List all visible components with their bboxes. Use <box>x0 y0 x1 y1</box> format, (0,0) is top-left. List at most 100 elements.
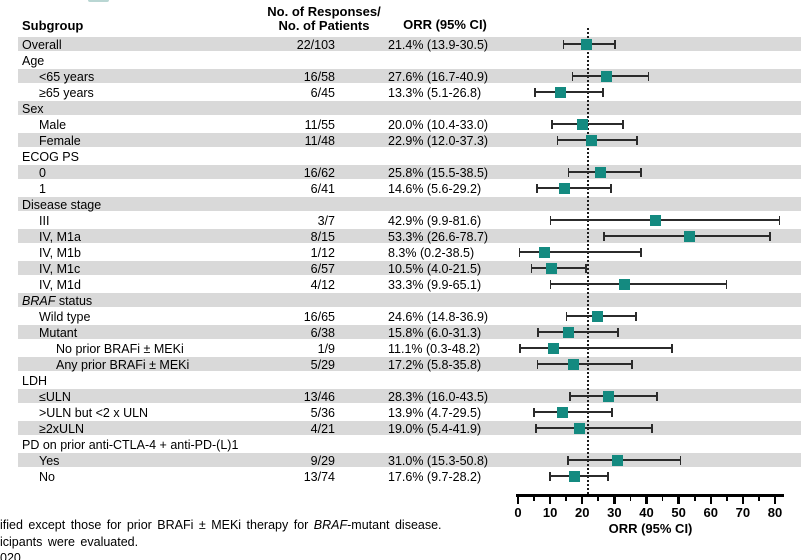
subgroup-row: IV, M1a 8/15 53.3% (26.6-78.7) <box>0 228 801 244</box>
x-tick-minor <box>565 497 568 501</box>
ci-cap-low <box>551 119 553 129</box>
subgroup-row: IV, M1b 1/12 8.3% (0.2-38.5) <box>0 244 801 260</box>
column-header-responses-line2: No. of Patients <box>278 18 370 33</box>
subgroup-row: 1 6/41 14.6% (5.6-29.2) <box>0 180 801 196</box>
ci-cap-low <box>549 215 552 225</box>
estimate-marker <box>569 470 581 482</box>
ci-cap-high <box>631 359 633 369</box>
row-orr-text: 17.6% (9.7-28.2) <box>388 469 482 484</box>
estimate-marker <box>555 86 567 98</box>
estimate-marker <box>586 134 598 146</box>
reference-line <box>586 28 589 494</box>
ci-cap-high <box>656 391 658 401</box>
row-responses: 6/45 <box>310 85 335 100</box>
x-tick-minor <box>725 497 728 501</box>
row-label: IV, M1c <box>39 261 81 276</box>
x-tick-minor <box>597 497 600 501</box>
subgroup-row: No prior BRAFi ± MEKi 1/9 11.1% (0.3-48.2) <box>0 340 801 356</box>
ci-cap-high <box>622 119 624 129</box>
x-axis <box>516 494 784 497</box>
row-responses: 5/36 <box>310 405 335 420</box>
x-tick-label: 60 <box>703 505 718 520</box>
row-label: Yes <box>39 453 60 468</box>
ci-whisker <box>535 187 612 189</box>
ci-cap-low <box>549 279 552 289</box>
row-responses: 6/38 <box>310 325 335 340</box>
ci-cap-low <box>536 359 539 369</box>
x-tick-label: 50 <box>671 505 686 520</box>
row-orr-text: 14.6% (5.6-29.2) <box>388 181 482 196</box>
column-header-subgroup: Subgroup <box>22 18 84 33</box>
subgroup-row: IV, M1d 4/12 33.3% (9.9-65.1) <box>0 276 801 292</box>
ci-cap-high <box>610 183 612 193</box>
ci-whisker <box>556 139 638 141</box>
estimate-marker <box>650 214 662 226</box>
ci-cap-low <box>571 71 574 81</box>
ci-cap-high <box>636 135 638 145</box>
x-tick-major <box>613 497 616 504</box>
row-responses: 11/48 <box>304 133 335 148</box>
row-label: IV, M1a <box>39 229 81 244</box>
row-label: ECOG PS <box>22 149 79 164</box>
row-responses: 3/7 <box>317 213 335 228</box>
row-label: Mutant <box>39 325 78 340</box>
ci-cap-high <box>611 407 613 417</box>
row-responses: 8/15 <box>310 229 335 244</box>
row-responses: 1/9 <box>317 341 335 356</box>
row-responses: 9/29 <box>310 453 335 468</box>
row-label: Age <box>22 53 45 68</box>
ci-cap-high <box>602 87 605 97</box>
row-responses: 16/62 <box>303 165 335 180</box>
x-tick-label: 10 <box>542 505 558 520</box>
ci-cap-low <box>533 407 535 417</box>
subgroup-row: ≥65 years 6/45 13.3% (5.1-26.8) <box>0 84 801 100</box>
ci-cap-high <box>651 423 653 433</box>
row-orr-text: 11.1% (0.3-48.2) <box>388 341 481 356</box>
ci-cap-low <box>549 471 551 481</box>
row-responses: 16/58 <box>303 69 335 84</box>
ci-cap-low <box>603 231 606 241</box>
row-label: ≥65 years <box>39 85 94 100</box>
subgroup-row: ≤ULN 13/46 28.3% (16.0-43.5) <box>0 388 801 404</box>
row-label: ≥2xULN <box>39 421 85 436</box>
subgroup-row: >ULN but <2 x ULN 5/36 13.9% (4.7-29.5) <box>0 404 801 420</box>
subgroup-rows: Overall 22/103 21.4% (13.9-30.5) Age <65 yea… <box>0 36 801 484</box>
estimate-marker <box>603 390 615 402</box>
column-header-responses: No. of Responses/ No. of Patients <box>253 5 395 33</box>
ci-whisker <box>518 347 673 349</box>
ci-cap-high <box>616 327 619 337</box>
subgroup-row: LDH <box>0 372 801 388</box>
row-orr-text: 17.2% (5.8-35.8) <box>388 357 482 372</box>
ci-cap-high <box>671 343 673 353</box>
row-label: Male <box>39 117 67 132</box>
estimate-marker <box>546 262 558 274</box>
estimate-marker <box>612 454 624 466</box>
ci-cap-high <box>606 471 609 481</box>
subgroup-row: IV, M1c 6/57 10.5% (4.0-21.5) <box>0 260 801 276</box>
row-label: IV, M1b <box>39 245 81 260</box>
subgroup-row: III 3/7 42.9% (9.9-81.6) <box>0 212 801 228</box>
ci-cap-low <box>534 87 536 97</box>
subgroup-row: <65 years 16/58 27.6% (16.7-40.9) <box>0 68 801 84</box>
subgroup-row: Age <box>0 52 801 68</box>
subgroup-row: BRAF status <box>0 292 801 308</box>
subgroup-row: ≥2xULN 4/21 19.0% (5.4-41.9) <box>0 420 801 436</box>
footnote-line: 020 <box>0 551 21 560</box>
estimate-marker <box>548 342 560 354</box>
subgroup-row: Female 11/48 22.9% (12.0-37.3) <box>0 132 801 148</box>
ci-cap-high <box>725 279 728 289</box>
row-orr-text: 28.3% (16.0-43.5) <box>388 389 489 404</box>
row-label: BRAF status <box>22 293 93 308</box>
subgroup-row: Overall 22/103 21.4% (13.9-30.5) <box>0 36 801 52</box>
subgroup-row: Any prior BRAFi ± MEKi 5/29 17.2% (5.8-35.… <box>0 356 801 372</box>
ci-whisker <box>537 331 619 333</box>
ci-cap-low <box>518 343 521 353</box>
row-label: Overall <box>22 37 62 52</box>
row-responses: 6/41 <box>310 181 335 196</box>
row-label: ≤ULN <box>39 389 71 404</box>
ci-cap-low <box>518 247 521 257</box>
row-responses: 13/46 <box>303 389 335 404</box>
footnote-line: icipants were evaluated. <box>0 535 139 549</box>
row-orr-text: 22.9% (12.0-37.3) <box>388 133 489 148</box>
ci-whisker <box>549 283 728 285</box>
